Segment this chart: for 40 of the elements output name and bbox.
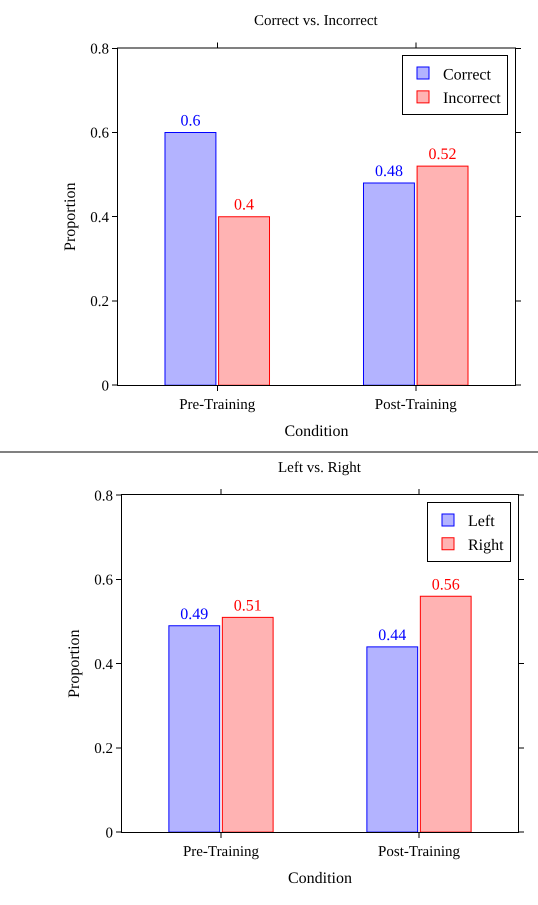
legend-label: Left	[468, 513, 496, 530]
data-label: 0.49	[180, 606, 208, 623]
y-axis-title: Proportion	[66, 629, 84, 698]
data-label: 0.52	[428, 146, 457, 164]
y-axis-title: Proportion	[62, 182, 80, 251]
y-tick-label: 0.8	[94, 488, 113, 504]
bar	[366, 646, 418, 832]
y-tick-label: 0.2	[90, 294, 109, 310]
bar	[420, 596, 472, 832]
data-label: 0.51	[234, 597, 262, 614]
data-label: 0.6	[180, 112, 200, 130]
x-axis-title: Condition	[288, 870, 352, 887]
x-tick-label: Post-Training	[374, 397, 458, 414]
x-axis-title: Condition	[284, 422, 349, 440]
bar	[222, 616, 274, 832]
legend-label: Correct	[443, 66, 492, 84]
y-tick-label: 0	[106, 825, 113, 842]
legend-label: Incorrect	[443, 90, 502, 108]
bar	[416, 166, 469, 386]
y-tick-label: 0	[102, 378, 109, 394]
legend-label: Right	[468, 537, 504, 554]
y-tick-label: 0.2	[94, 741, 113, 758]
data-label: 0.4	[234, 196, 254, 214]
y-tick-label: 0.4	[94, 656, 114, 673]
bar	[164, 132, 216, 386]
y-tick-label: 0.6	[94, 572, 114, 589]
chart-title: Correct vs. Incorrect	[254, 13, 379, 29]
x-tick-label: Post-Training	[378, 844, 460, 860]
chart-title: Left vs. Right	[278, 460, 362, 476]
bar	[218, 216, 270, 386]
x-tick-label: Pre-Training	[179, 397, 256, 414]
data-label: 0.44	[378, 626, 406, 644]
data-label: 0.56	[432, 576, 460, 594]
data-label: 0.48	[374, 163, 403, 180]
y-tick-label: 0.6	[90, 126, 110, 142]
y-tick-label: 0.4	[90, 210, 110, 226]
x-tick-label: Pre-Training	[182, 844, 260, 860]
bar	[362, 182, 415, 386]
bar	[168, 625, 220, 832]
y-tick-label: 0.8	[90, 42, 109, 58]
